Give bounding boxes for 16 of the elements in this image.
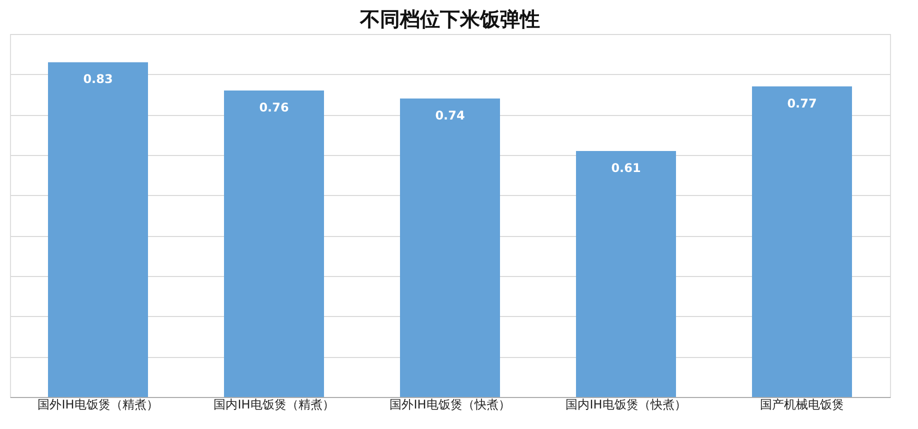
x-tick-label: 国内IH电饭煲（快煮） (566, 398, 686, 412)
chart-title: 不同档位下米饭弹性 (359, 7, 540, 31)
data-label: 0.76 (259, 100, 289, 114)
x-tick-label: 国内IH电饭煲（精煮） (214, 398, 334, 412)
x-tick-label: 国外IH电饭煲（精煮） (38, 398, 158, 412)
x-tick-label: 国产机械电饭煲 (760, 398, 844, 412)
data-label: 0.74 (435, 108, 465, 123)
bar (48, 62, 148, 397)
bar (400, 98, 500, 397)
data-label: 0.61 (611, 160, 641, 175)
data-label: 0.83 (83, 72, 113, 86)
bar (224, 90, 324, 397)
bar (752, 86, 852, 397)
bar (576, 150, 676, 397)
x-tick-label: 国外IH电饭煲（快煮） (390, 398, 510, 412)
data-label: 0.77 (787, 96, 817, 110)
